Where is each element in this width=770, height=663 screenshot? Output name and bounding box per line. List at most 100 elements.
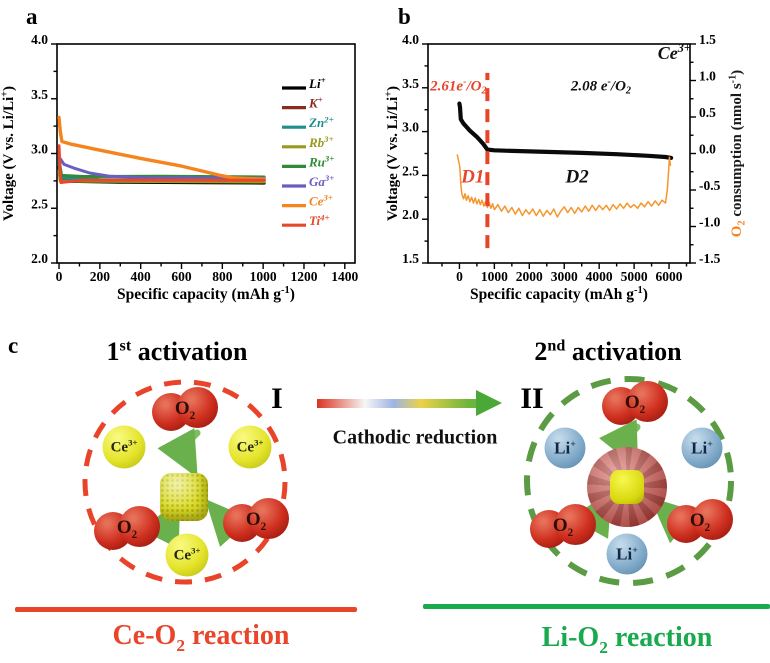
svg-text:1000: 1000 [250,269,277,284]
svg-text:-1.5: -1.5 [699,251,721,266]
svg-text:2000: 2000 [516,269,543,284]
svg-text:D1: D1 [460,166,484,187]
svg-text:O2 consumption (nmol s-1): O2 consumption (nmol s-1) [727,70,747,237]
svg-text:Voltage (V vs. Li/Li+): Voltage (V vs. Li/Li+) [385,86,401,221]
svg-text:600: 600 [171,269,192,284]
svg-text:0: 0 [456,269,463,284]
svg-text:1400: 1400 [331,269,358,284]
ce3-ion-label: Ce3+ [236,437,264,456]
li-ion: Li+ [681,427,723,469]
svg-text:5000: 5000 [621,269,648,284]
ce3-ion: Ce3+ [228,425,272,469]
svg-text:6000: 6000 [656,269,683,284]
svg-text:Ru3+: Ru3+ [308,154,334,170]
cathodic-reduction-label: Cathodic reduction [332,426,498,449]
svg-text:1.5: 1.5 [402,251,419,266]
svg-text:2.0: 2.0 [402,207,419,222]
o2-molecule-label: O2 [624,391,646,416]
svg-text:4.0: 4.0 [31,32,48,47]
li-ion: Li+ [606,533,648,575]
li-ion-label: Li+ [691,438,713,458]
svg-text:-0.5: -0.5 [699,178,721,193]
svg-text:4.0: 4.0 [402,32,419,47]
panel-a-chart: 0 200 400 600 800 1000 1200 1400 2.0 2.5 3.0 3.5 4.0… [0,32,359,303]
series-Ga [57,155,266,180]
svg-text:Specific capacity (mAh g-1): Specific capacity (mAh g-1) [117,285,295,303]
ce3-ion: Ce3+ [165,533,209,577]
li2o2-coated-particle [587,447,667,527]
svg-text:2.5: 2.5 [402,163,419,178]
series-o2-consumption [456,154,672,218]
ce-o2-underline [15,607,357,612]
o2-molecule-label: O2 [689,509,711,534]
svg-text:200: 200 [90,269,111,284]
cathodic-reduction-arrowhead [476,390,502,416]
o2-molecule: O2 [667,499,733,545]
svg-text:K+: K+ [308,95,323,111]
ce3-ion-label: Ce3+ [110,437,138,456]
svg-text:1.5: 1.5 [699,32,716,47]
nanocube-core [610,470,644,504]
svg-text:1200: 1200 [290,269,317,284]
series-voltage [457,101,674,160]
svg-text:Li+: Li+ [308,75,326,91]
svg-text:0.5: 0.5 [699,105,716,120]
panel-label-a: a [26,4,38,29]
o2-molecule: O2 [602,381,668,427]
svg-text:Ce3+: Ce3+ [658,41,691,63]
svg-text:1000: 1000 [481,269,508,284]
ceo2-nanocube [160,473,208,521]
svg-text:Ti4+: Ti4+ [309,212,330,228]
svg-text:Ga3+: Ga3+ [309,173,334,189]
svg-text:2.0: 2.0 [31,251,48,266]
second-activation-title: 2nd activation [534,337,682,366]
panel-label-c: c [8,333,19,358]
panel-b-chart: 0 1000 2000 3000 4000 5000 6000 1.5 2.0 2.5 3.0 3.5… [385,32,747,303]
svg-text:3.0: 3.0 [31,142,48,157]
li-ion-label: Li+ [554,438,576,458]
o2-molecule: O2 [223,498,289,544]
ce-o2-reaction-caption: Ce-O2 reaction [112,620,290,655]
svg-text:Zn2+: Zn2+ [308,114,334,130]
svg-text:Specific capacity (mAh g-1): Specific capacity (mAh g-1) [470,285,648,303]
svg-text:Rb3+: Rb3+ [308,134,334,150]
svg-text:4000: 4000 [586,269,613,284]
stage-i-label: I [271,382,283,415]
li-o2-reaction-caption: Li-O2 reaction [541,622,713,657]
svg-text:1.0: 1.0 [699,69,716,84]
svg-text:3.5: 3.5 [31,87,48,102]
svg-text:0: 0 [56,269,63,284]
stage-ii-label: II [520,382,544,415]
series-Ti [57,144,266,184]
svg-text:2.08 e-/O2: 2.08 e-/O2 [570,77,631,97]
svg-text:Voltage (V vs. Li/Li+): Voltage (V vs. Li/Li+) [0,86,17,221]
svg-text:2.61e-/O2: 2.61e-/O2 [429,77,486,97]
first-activation-title: 1st activation [106,337,248,366]
svg-text:3.0: 3.0 [402,120,419,135]
svg-text:Ce3+: Ce3+ [309,193,333,209]
o2-molecule-label: O2 [116,516,138,541]
svg-text:3.5: 3.5 [402,76,419,91]
ce3-ion: Ce3+ [102,425,146,469]
series-Ce [57,115,266,181]
panel-label-b: b [398,4,411,29]
cathodic-reduction-arrow [317,399,477,408]
li-ion: Li+ [544,427,586,469]
li-o2-underline [423,604,770,609]
o2-molecule: O2 [152,387,218,433]
o2-molecule-label: O2 [245,508,267,533]
svg-text:3000: 3000 [551,269,578,284]
li-ion-label: Li+ [616,544,638,564]
o2-molecule-label: O2 [552,514,574,539]
o2-molecule-label: O2 [174,397,196,422]
svg-text:2.5: 2.5 [31,196,48,211]
svg-text:-1.0: -1.0 [699,215,721,230]
o2-molecule: O2 [94,506,160,552]
svg-text:400: 400 [131,269,152,284]
ce3-ion-label: Ce3+ [173,545,201,564]
svg-text:D2: D2 [565,166,590,187]
svg-text:0.0: 0.0 [699,142,716,157]
svg-text:800: 800 [212,269,233,284]
o2-molecule: O2 [530,504,596,550]
